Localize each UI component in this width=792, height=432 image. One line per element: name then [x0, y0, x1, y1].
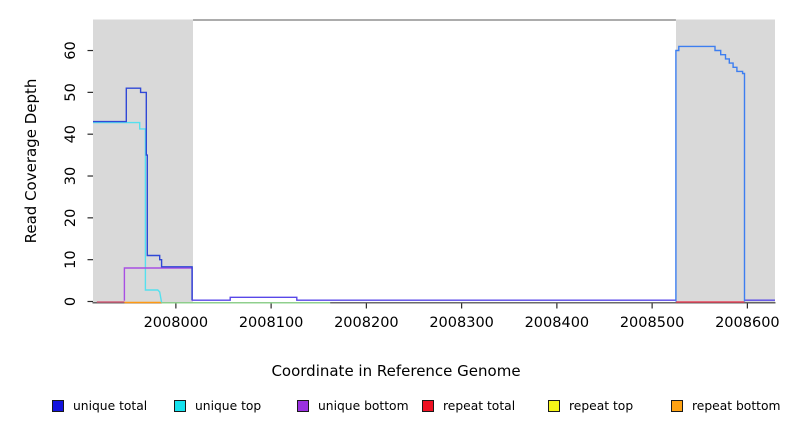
x-tick-label: 2008500: [620, 315, 685, 331]
legend-label: repeat bottom: [692, 399, 781, 413]
axes: 2008000 2008100 2008200 2008300 2008400 20085…: [63, 41, 780, 331]
plot-frame: [92, 19, 776, 304]
unique-top-swatch-icon: [174, 400, 186, 412]
legend: unique total unique top unique bottom re…: [0, 398, 792, 418]
legend-label: repeat top: [569, 399, 634, 413]
legend-item-unique-bottom: unique bottom: [297, 398, 409, 414]
y-tick-label: 40: [63, 125, 79, 143]
x-tick-label: 2008100: [239, 315, 304, 331]
legend-item-repeat-total: repeat total: [422, 398, 515, 414]
x-tick-label: 2008300: [429, 315, 494, 331]
y-tick-label: 0: [63, 297, 79, 306]
legend-label: unique top: [195, 399, 262, 413]
y-axis-title: Read Coverage Depth: [22, 78, 40, 244]
legend-item-unique-top: unique top: [174, 398, 261, 414]
x-tick-label: 2008200: [334, 315, 399, 331]
data-series: [93, 45, 775, 304]
x-tick-label: 2008600: [715, 315, 780, 331]
shaded-regions: [93, 19, 775, 304]
shaded-region: [675, 19, 775, 304]
repeat-total-swatch-icon: [422, 400, 434, 412]
y-tick-label: 60: [63, 41, 79, 59]
legend-label: unique total: [73, 399, 148, 413]
y-tick-label: 50: [63, 83, 79, 101]
legend-item-repeat-top: repeat top: [548, 398, 633, 414]
y-tick-label: 20: [63, 209, 79, 227]
y-tick-label: 30: [63, 167, 79, 185]
series-unique-top-left: [93, 121, 163, 303]
legend-label: unique bottom: [318, 399, 409, 413]
y-tick-label: 10: [63, 250, 79, 268]
repeat-top-swatch-icon: [548, 400, 560, 412]
unique-total-swatch-icon: [52, 400, 64, 412]
x-tick-label: 2008000: [144, 315, 209, 331]
x-tick-label: 2008400: [525, 315, 590, 331]
shaded-region: [93, 19, 194, 304]
legend-label: repeat total: [443, 399, 516, 413]
series-unique-baseline-middle-with-bump: [192, 296, 676, 301]
x-axis-title: Coordinate in Reference Genome: [271, 362, 521, 380]
legend-item-repeat-bottom: repeat bottom: [671, 398, 780, 414]
repeat-bottom-swatch-icon: [671, 400, 683, 412]
series-unique-total-left-peak: [93, 87, 193, 301]
unique-bottom-swatch-icon: [297, 400, 309, 412]
series-unique-total-right-block: [675, 45, 746, 302]
legend-item-unique-total: unique total: [52, 398, 147, 414]
